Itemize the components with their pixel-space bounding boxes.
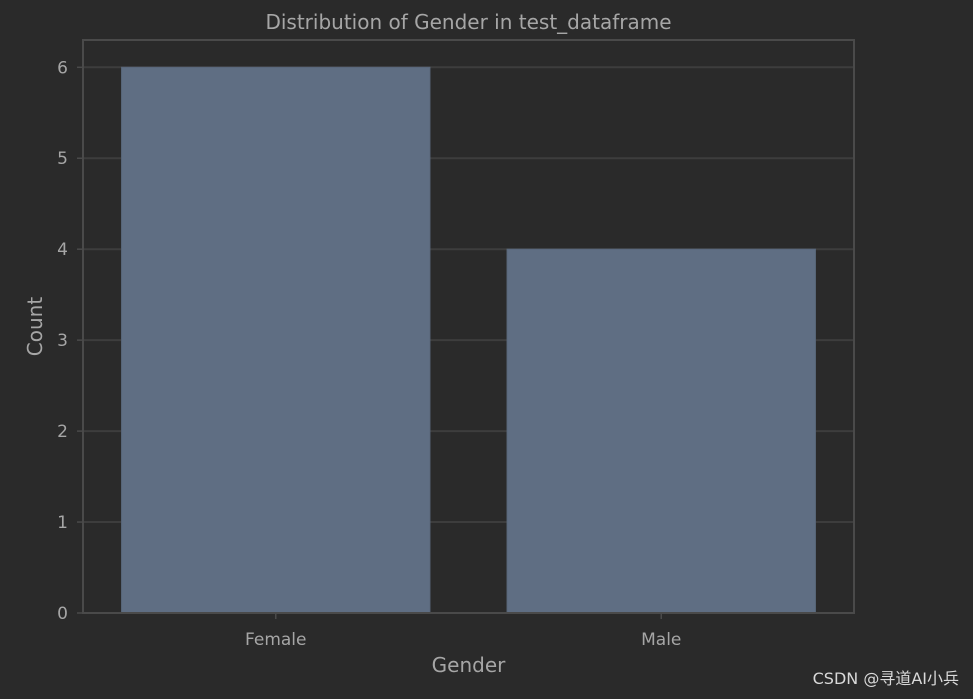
y-tick-label: 3 [57,331,68,351]
chart-title: Distribution of Gender in test_dataframe [265,10,671,34]
y-tick-label: 0 [57,604,68,624]
y-tick-label: 1 [57,513,68,533]
x-axis-ticks: Female Male [245,613,681,650]
watermark: CSDN @寻道AI小兵 [812,669,959,688]
x-tick-label: Male [641,630,681,650]
bar-male [506,248,816,614]
y-tick-label: 6 [57,58,68,78]
y-tick-label: 2 [57,422,68,442]
x-tick-label: Female [245,630,306,650]
y-tick-label: 5 [57,149,68,169]
bars [121,66,816,614]
y-axis-label: Count [23,297,47,357]
bar-female [121,66,431,614]
x-axis-label: Gender [432,653,506,677]
y-axis-ticks: 0 1 2 3 4 5 6 [57,58,83,624]
y-tick-label: 4 [57,240,68,260]
plot-frame [82,39,855,614]
